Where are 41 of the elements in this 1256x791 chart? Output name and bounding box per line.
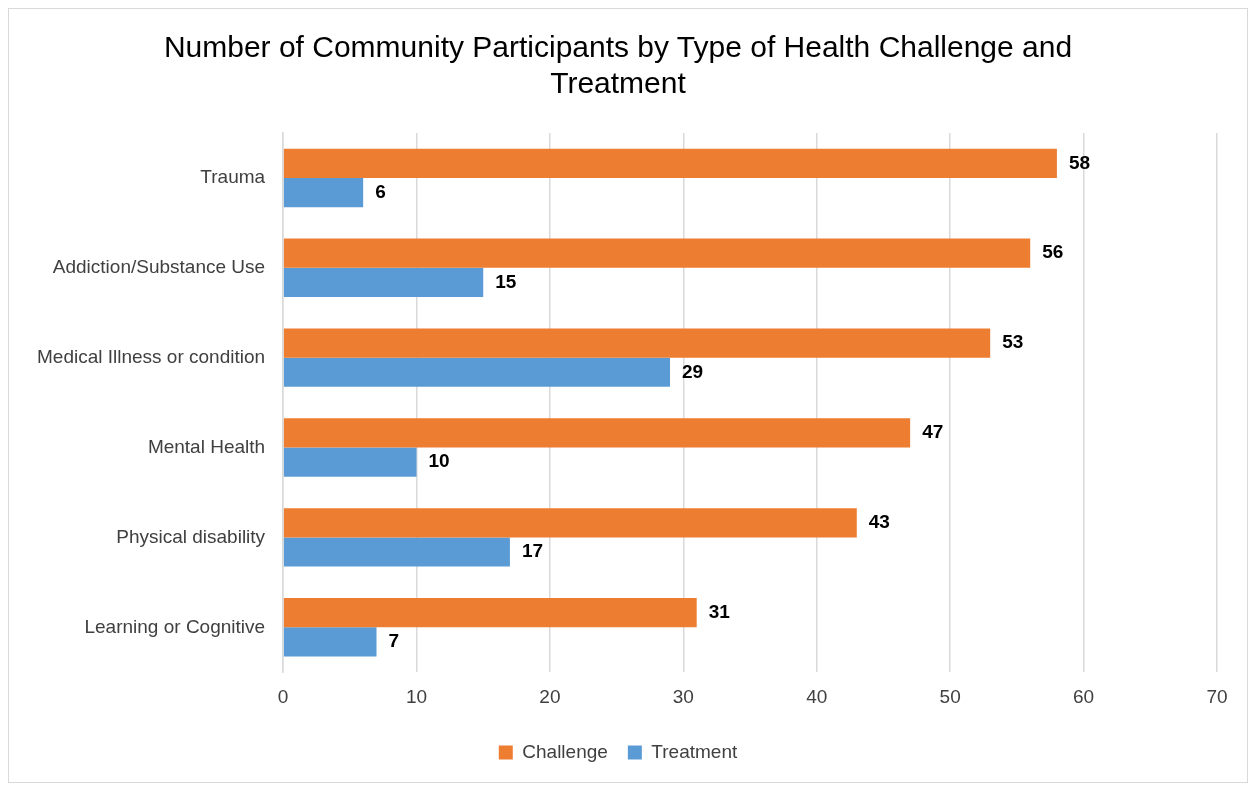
data-label: 31 [708, 600, 731, 622]
x-tick-label: 70 [1206, 685, 1228, 707]
x-tick-label: 50 [939, 685, 961, 707]
x-tick-label: 30 [672, 685, 694, 707]
bar [283, 627, 377, 657]
x-tick-label: 60 [1073, 685, 1095, 707]
data-label: 17 [521, 540, 544, 562]
bar [283, 508, 857, 538]
x-tick-label: 10 [405, 685, 428, 707]
bar [283, 357, 671, 387]
bar [283, 598, 697, 628]
bar [283, 537, 510, 567]
y-tick-label: Physical disability [116, 525, 266, 547]
chart-title: Number of Community Participants by Type of Health Challenge and Treatment [163, 30, 1073, 100]
x-tick-label: 20 [539, 685, 561, 707]
data-label: 47 [922, 421, 944, 443]
data-label: 43 [868, 511, 890, 533]
bar [283, 238, 1031, 268]
y-tick-label: Learning or Cognitive [84, 615, 266, 637]
bar [283, 328, 991, 358]
bar [283, 148, 1057, 178]
bar [283, 418, 911, 448]
y-tick-label: Trauma [200, 166, 266, 188]
data-label: 56 [1042, 241, 1064, 263]
x-tick-label: 40 [806, 685, 828, 707]
y-tick-label: Mental Health [147, 435, 266, 457]
legend-label: Challenge [522, 740, 608, 762]
bar [283, 447, 417, 477]
data-label: 10 [428, 450, 450, 472]
y-tick-label: Medical Illness or condition [36, 345, 266, 367]
data-label: 58 [1068, 151, 1091, 173]
y-tick-label: Addiction/Substance Use [52, 256, 266, 278]
bar [283, 267, 484, 298]
data-label: 7 [388, 630, 400, 652]
bar [283, 177, 364, 208]
legend-label: Treatment [651, 740, 738, 762]
data-label: 29 [682, 360, 704, 382]
data-label: 53 [1002, 331, 1024, 353]
data-label: 15 [495, 270, 517, 292]
data-label: 6 [375, 180, 386, 202]
x-tick-label: 0 [277, 685, 289, 707]
